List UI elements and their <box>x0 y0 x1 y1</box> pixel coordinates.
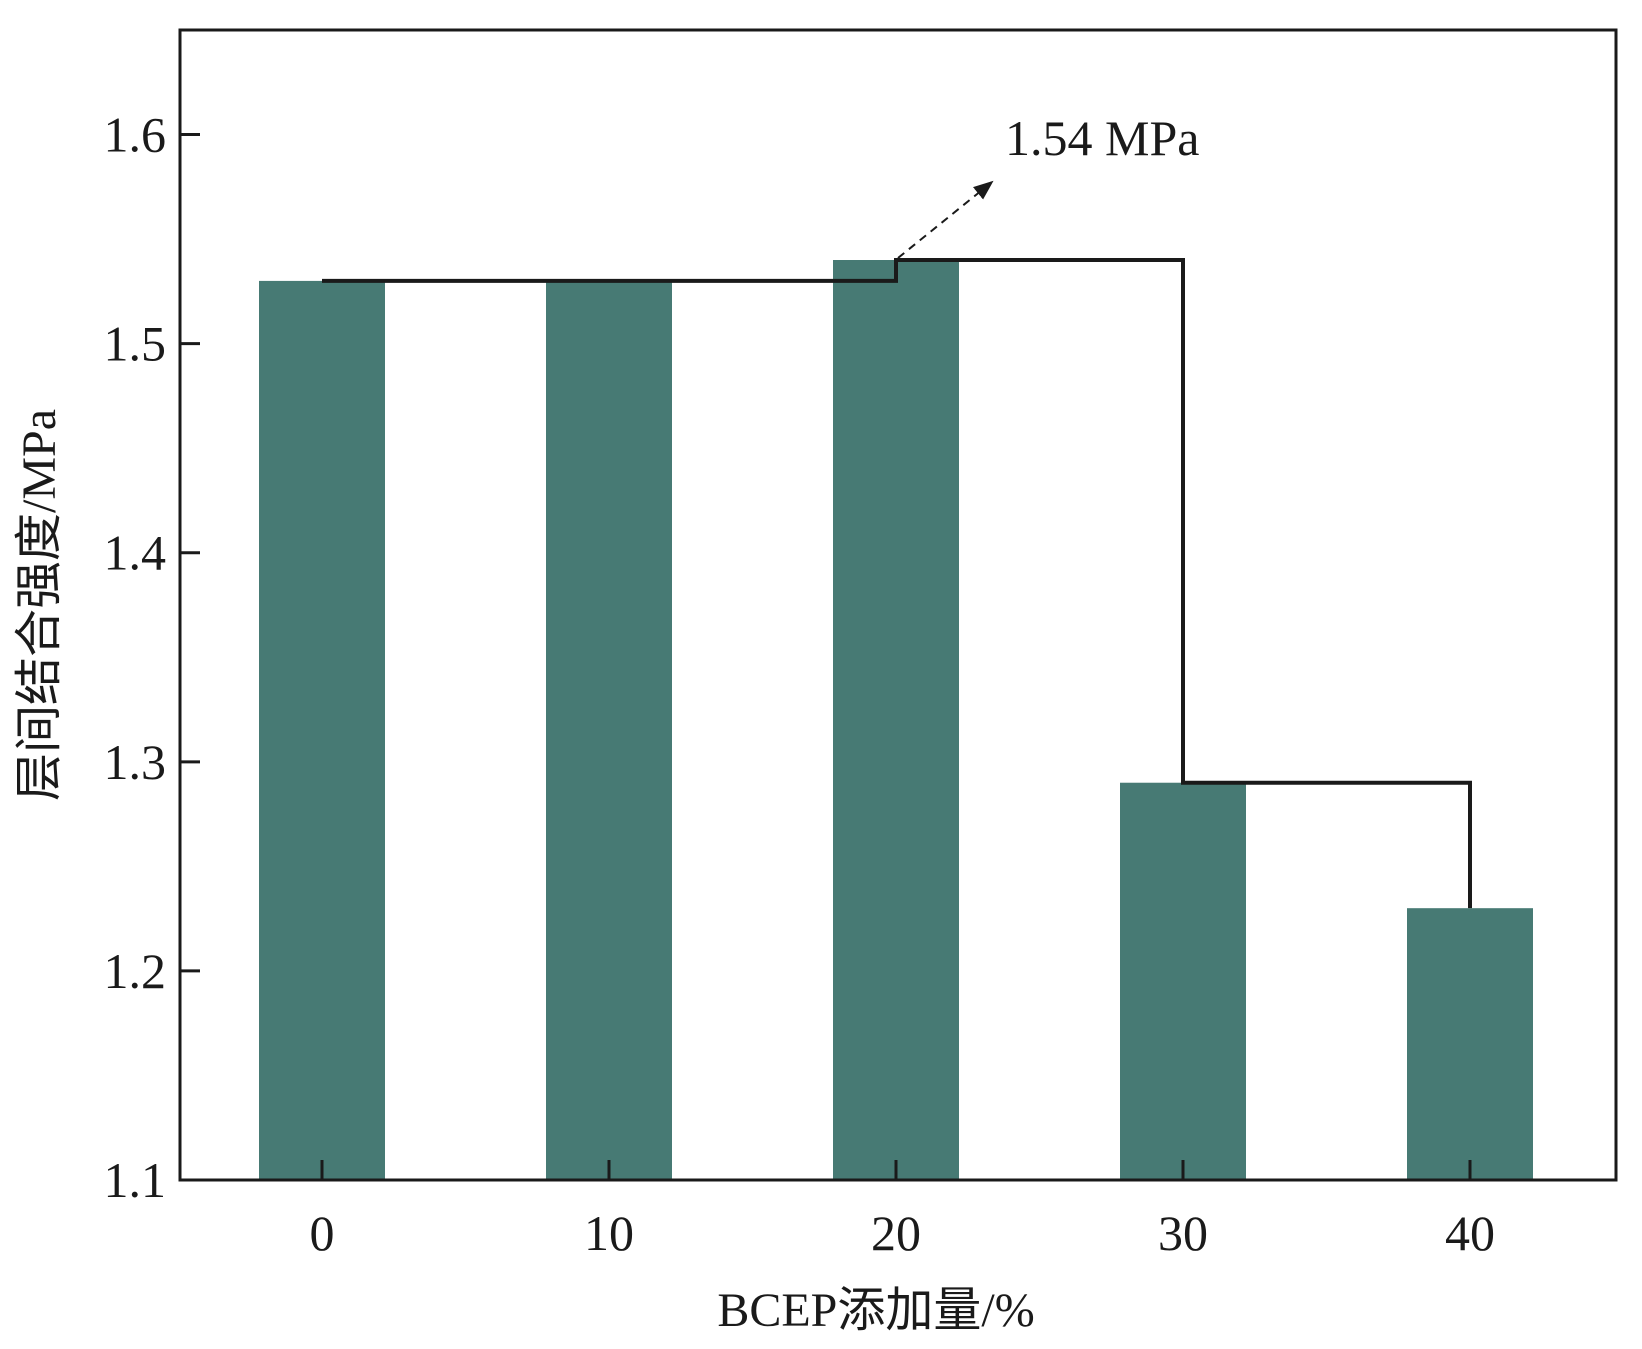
bar-0 <box>259 280 385 1181</box>
x-tick-label-30: 30 <box>1158 1205 1208 1261</box>
annotation-label: 1.54 MPa <box>1005 110 1199 166</box>
bar-40 <box>1407 908 1533 1180</box>
step-line <box>322 258 1472 909</box>
y-tick-label-1.6: 1.6 <box>104 107 167 163</box>
y-tick-label-1.5: 1.5 <box>104 316 167 372</box>
bar-20 <box>833 260 959 1180</box>
y-axis-title: 层间结合强度/MPa <box>13 409 66 801</box>
y-tick-label-1.3: 1.3 <box>104 734 167 790</box>
x-tick-label-20: 20 <box>871 1205 921 1261</box>
x-tick-label-10: 10 <box>584 1205 634 1261</box>
annotation-arrow <box>897 180 994 259</box>
y-tick-label-1.2: 1.2 <box>104 943 167 999</box>
y-tick-label-1.4: 1.4 <box>104 525 167 581</box>
x-tick-label-0: 0 <box>310 1205 335 1261</box>
x-tick-label-40: 40 <box>1445 1205 1495 1261</box>
bar-10 <box>546 280 672 1181</box>
x-axis-title: BCEP添加量/% <box>717 1284 1034 1337</box>
plot-frame <box>178 28 1618 1182</box>
bar-30 <box>1120 782 1246 1180</box>
y-tick-label-1.1: 1.1 <box>104 1152 167 1208</box>
